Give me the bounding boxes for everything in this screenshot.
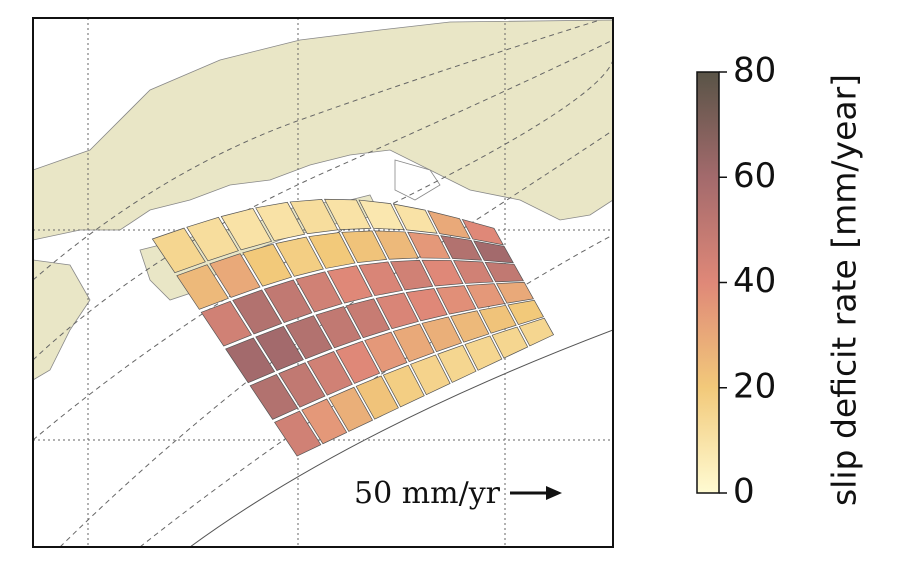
colorbar-tick-label: 40	[733, 261, 776, 301]
slip-patch	[358, 261, 404, 297]
slip-patch	[450, 310, 490, 343]
patches	[151, 198, 555, 457]
slip-patch	[345, 298, 391, 339]
slip-patch	[407, 231, 451, 259]
slip-patch	[151, 227, 206, 274]
colorbar-label: slip deficit rate [mm/year]	[825, 74, 864, 506]
slip-patch	[263, 279, 313, 323]
slip-patch	[301, 398, 348, 445]
slip-patch	[220, 208, 273, 251]
slip-patch	[440, 235, 483, 261]
slip-patch	[308, 232, 356, 269]
slip-patch	[278, 362, 326, 408]
slip-patch	[435, 285, 477, 315]
slip-patch	[382, 364, 425, 408]
map	[33, 18, 613, 547]
land	[33, 19, 613, 241]
slip-patch	[461, 218, 504, 246]
slip-patch	[225, 337, 276, 384]
slip-patch	[306, 351, 353, 396]
slip-patch	[452, 260, 494, 284]
slip-patch	[465, 283, 506, 309]
colorbar	[696, 71, 720, 494]
scale-label: 50 mm/yr	[354, 476, 501, 511]
slip-patch	[200, 300, 253, 347]
slip-patch	[375, 292, 419, 330]
colorbar-tick-label: 0	[733, 472, 755, 512]
slip-patch	[323, 198, 372, 231]
slip-patch	[242, 243, 293, 287]
colorbar-tick-label: 60	[733, 156, 776, 196]
slip-patch	[358, 199, 405, 231]
slip-patch	[389, 259, 434, 291]
slip-patch	[491, 326, 529, 359]
slip-patch	[405, 288, 448, 322]
slip-patch	[355, 375, 399, 420]
slip-patch	[249, 374, 299, 420]
slip-patch	[392, 203, 438, 234]
slip-patch	[275, 236, 324, 277]
slip-patch	[285, 315, 333, 360]
map-frame	[32, 17, 614, 548]
bay	[394, 159, 441, 201]
slip-patch	[374, 230, 419, 260]
slip-patch	[427, 210, 471, 240]
slip-patch	[315, 306, 362, 349]
slip-patch	[478, 304, 517, 334]
slip-patch	[392, 323, 435, 363]
slip-patch	[464, 335, 503, 371]
colorbar-tick-label: 80	[733, 51, 776, 91]
slip-patch	[341, 230, 388, 264]
slip-patch	[410, 354, 451, 396]
slip-patch	[495, 281, 534, 304]
slip-patch	[209, 253, 261, 298]
slip-patch	[421, 259, 464, 287]
scale-arrowhead	[546, 486, 562, 500]
slip-patch	[473, 240, 514, 264]
colorbar-tick-label: 20	[733, 366, 776, 406]
slip-patch	[484, 261, 524, 283]
land	[33, 259, 91, 381]
slip-patch	[186, 216, 239, 262]
slip-patch	[232, 289, 283, 335]
slip-patch	[255, 201, 306, 242]
slip-patch	[421, 316, 463, 353]
slip-patch	[274, 410, 322, 457]
slip-patch	[335, 340, 381, 384]
slip-patch	[326, 265, 373, 304]
slip-patch	[507, 299, 545, 325]
slip-patch	[328, 386, 374, 432]
slip-patch	[518, 317, 555, 347]
trench	[189, 329, 613, 547]
slip-patch	[289, 199, 339, 235]
slip-patch	[437, 344, 477, 383]
slip-patch	[176, 264, 229, 310]
slip-patch	[255, 325, 304, 372]
slip-patch	[295, 271, 343, 313]
slip-patch	[364, 331, 408, 373]
